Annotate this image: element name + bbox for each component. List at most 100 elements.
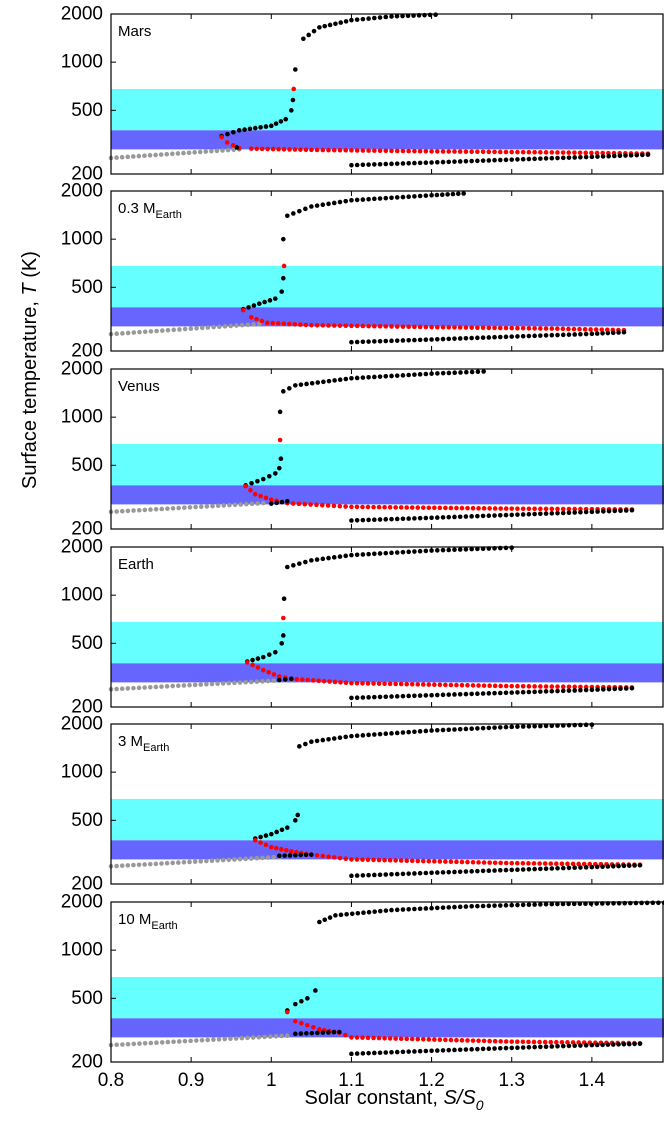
point-stable (315, 380, 321, 385)
point-stable (520, 724, 526, 729)
point-stable (333, 21, 338, 27)
point-snowball (171, 1039, 176, 1045)
point-unstable (432, 1037, 437, 1042)
point-stable (366, 695, 371, 700)
point-snowball (114, 1042, 119, 1048)
point-stable (293, 818, 298, 823)
point-stable (578, 865, 583, 870)
point-stable (503, 157, 509, 163)
point-stable (429, 728, 434, 733)
point-stable (322, 23, 328, 29)
point-stable (572, 688, 577, 693)
point-stable (450, 191, 456, 197)
point-stable (389, 14, 394, 19)
point-unstable (480, 149, 486, 155)
point-snowball (260, 855, 265, 861)
point-stable (560, 332, 566, 338)
point-stable (281, 389, 286, 394)
point-unstable (349, 148, 354, 153)
point-snowball (182, 1038, 188, 1044)
point-snowball (245, 322, 251, 328)
point-stable (618, 686, 623, 691)
point-stable (486, 691, 492, 696)
point-unstable (432, 859, 437, 864)
point-unstable (515, 325, 520, 331)
point-stable (360, 517, 366, 523)
point-unstable (432, 505, 437, 511)
point-snowball (194, 325, 199, 331)
point-stable (333, 913, 338, 918)
point-stable (640, 152, 645, 158)
point-stable (297, 208, 302, 214)
point-snowball (211, 1037, 216, 1042)
point-unstable (263, 495, 269, 501)
point-stable (317, 919, 322, 925)
point-stable (354, 695, 360, 700)
point-unstable (583, 150, 589, 156)
point-stable (273, 471, 278, 476)
point-stable (526, 333, 532, 339)
point-stable (492, 903, 497, 908)
point-stable (497, 868, 503, 873)
point-stable (566, 155, 572, 160)
point-unstable (360, 681, 365, 686)
point-unstable (248, 314, 254, 320)
panel-label-text: Earth (118, 556, 154, 573)
point-snowball (131, 154, 136, 159)
point-unstable (298, 322, 303, 327)
point-unstable (299, 1020, 304, 1026)
point-unstable (260, 667, 266, 673)
y-tick-label: 200 (71, 164, 103, 185)
point-stable (621, 1041, 627, 1047)
point-stable (589, 509, 595, 515)
point-stable (497, 157, 503, 163)
point-stable (389, 373, 394, 379)
point-snowball (119, 686, 125, 692)
point-unstable (349, 857, 354, 862)
point-snowball (239, 322, 245, 328)
point-stable (303, 206, 308, 212)
point-stable (578, 331, 583, 337)
y-axis-title-text: Surface temperature, (19, 296, 41, 489)
point-snowball (176, 860, 181, 865)
point-stable (469, 869, 474, 874)
point-unstable (326, 323, 331, 328)
point-unstable (532, 684, 537, 689)
point-unstable (560, 684, 566, 689)
point-unstable (254, 316, 259, 322)
point-unstable (475, 325, 480, 330)
point-unstable (332, 679, 338, 685)
point-snowball (231, 147, 236, 153)
point-stable (331, 736, 337, 741)
point-stable (538, 511, 543, 517)
point-stable (406, 1049, 411, 1054)
point-snowball (254, 679, 260, 684)
point-stable (463, 904, 469, 909)
band-light (111, 976, 664, 1019)
point-stable (452, 692, 457, 697)
point-unstable (371, 681, 376, 686)
point-stable (457, 547, 463, 552)
point-snowball (131, 330, 137, 335)
point-stable (486, 1046, 492, 1052)
point-unstable (454, 1037, 459, 1043)
point-unstable (549, 506, 555, 512)
point-unstable (497, 325, 503, 331)
point-unstable (446, 325, 452, 330)
point-unstable (243, 483, 248, 489)
point-stable (338, 20, 344, 25)
point-stable (349, 873, 354, 879)
point-stable (532, 866, 537, 872)
point-snowball (254, 855, 260, 861)
point-unstable (298, 147, 303, 152)
band-dark (111, 840, 664, 860)
point-unstable (565, 861, 570, 867)
point-snowball (142, 1041, 148, 1046)
point-snowball (147, 861, 153, 867)
point-stable (455, 191, 461, 197)
point-snowball (192, 150, 197, 155)
band-dark (111, 130, 664, 150)
point-unstable (572, 150, 577, 155)
point-unstable (337, 323, 343, 328)
point-stable (503, 512, 509, 518)
